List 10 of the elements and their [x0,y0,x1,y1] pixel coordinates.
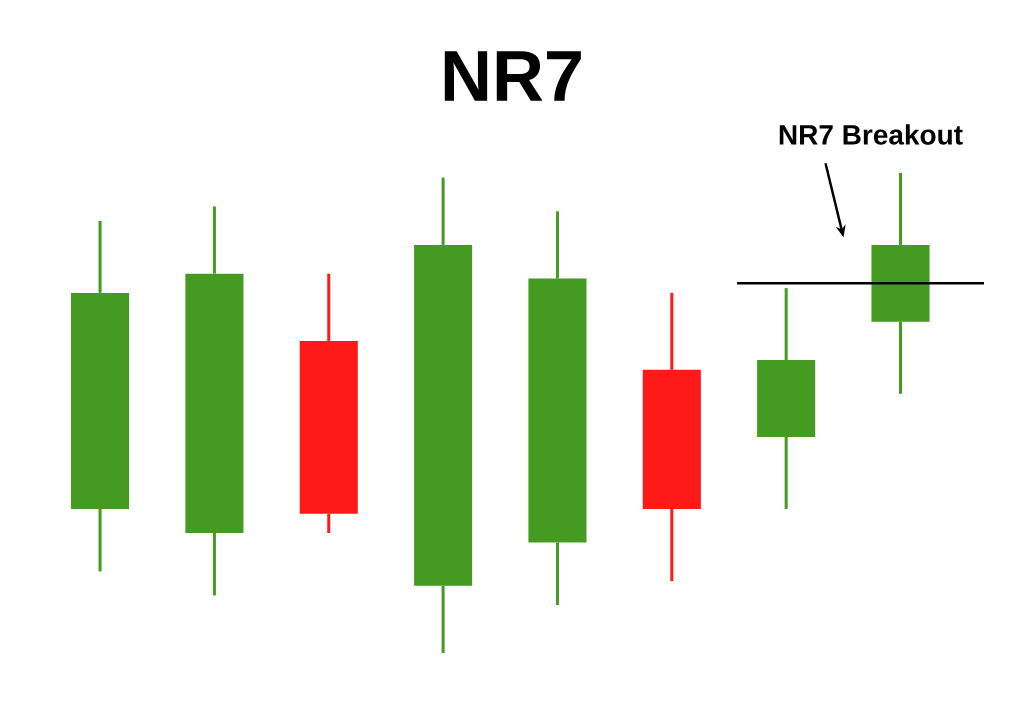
candlestick [185,206,244,596]
chart-title: NR7 [444,51,581,101]
ref-line-label: NR7 Breakout [779,124,963,145]
candlestick [299,273,358,533]
candlestick [414,177,473,654]
candlestick [528,211,587,605]
candlestick [642,291,701,581]
candlestick [71,219,130,572]
candlestick [757,288,816,509]
candlestick [871,171,930,394]
